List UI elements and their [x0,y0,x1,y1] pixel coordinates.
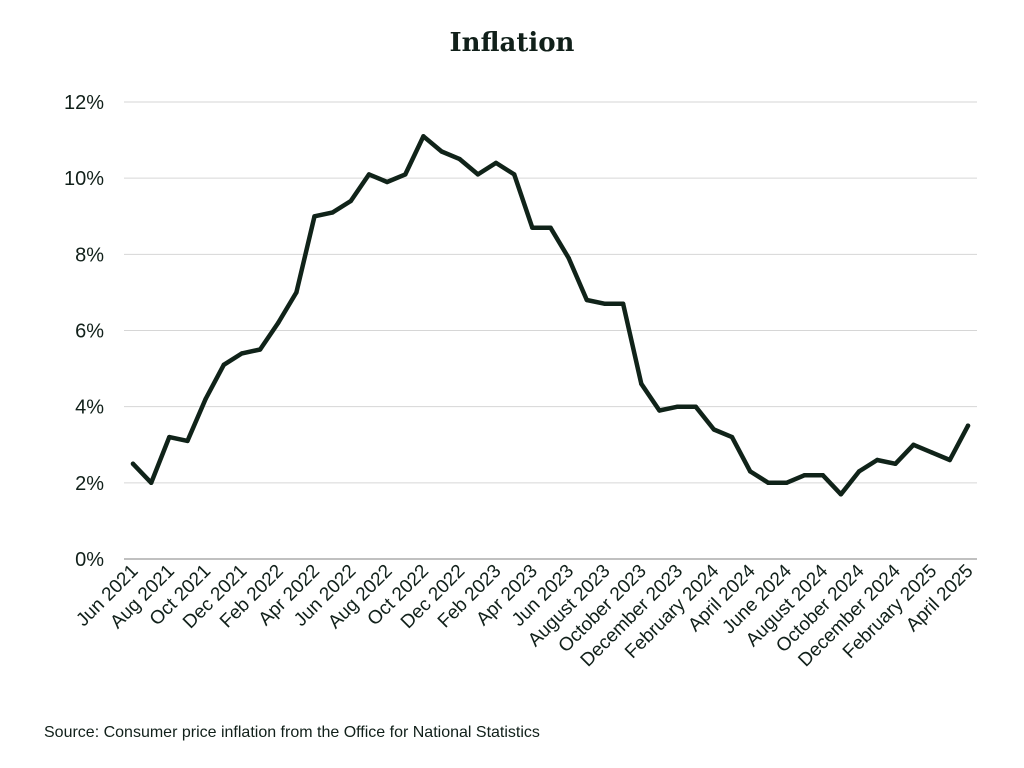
data-point [947,457,952,463]
data-point [130,461,136,466]
data-point [711,427,717,432]
y-tick-label: 2% [75,473,104,495]
data-point [584,297,589,303]
data-point [820,473,825,478]
y-tick-label: 8% [75,244,104,266]
data-point [530,225,535,230]
series-layer [130,134,971,497]
data-point [366,172,372,177]
source-note: Source: Consumer price inflation from th… [44,724,540,741]
data-point [421,134,426,139]
data-point [457,156,462,162]
data-point [602,301,608,306]
data-point [384,179,390,185]
chart-title: Inflation [449,28,575,58]
data-point [675,404,680,409]
data-point [729,434,735,440]
data-point [512,172,517,177]
series-line [130,134,971,497]
data-point [149,480,154,485]
data-point [875,457,880,463]
data-point [639,381,644,386]
data-point [167,434,172,440]
data-point [294,290,299,295]
data-point [239,351,245,356]
data-point [566,255,571,261]
data-point [911,442,916,447]
data-point [493,160,499,166]
data-point [766,480,771,485]
data-point [348,198,353,204]
data-point [257,347,263,352]
data-point [838,492,844,497]
data-point [475,172,481,177]
data-point [748,469,753,474]
data-point [784,480,789,485]
y-axis-ticks: 0% 2% 4% 6% 8% 10% 12% [64,92,104,571]
data-point [330,210,335,215]
y-tick-label: 10% [64,168,104,190]
data-point [185,438,190,444]
data-point [403,172,408,177]
data-point [802,473,807,478]
data-point [439,149,444,154]
y-tick-label: 0% [75,549,104,571]
data-point [312,214,317,219]
data-point [893,461,898,466]
y-tick-label: 12% [64,92,104,114]
y-tick-label: 6% [75,321,104,343]
data-point [965,423,971,428]
data-point [203,396,208,402]
grid-layer [124,101,977,560]
data-point [276,320,281,326]
data-point [620,301,626,306]
y-tick-label: 4% [75,397,104,419]
data-point [548,225,553,230]
data-point [856,469,862,474]
data-point [221,362,226,367]
data-point [657,408,662,413]
data-point [929,450,934,455]
data-point [693,404,698,409]
